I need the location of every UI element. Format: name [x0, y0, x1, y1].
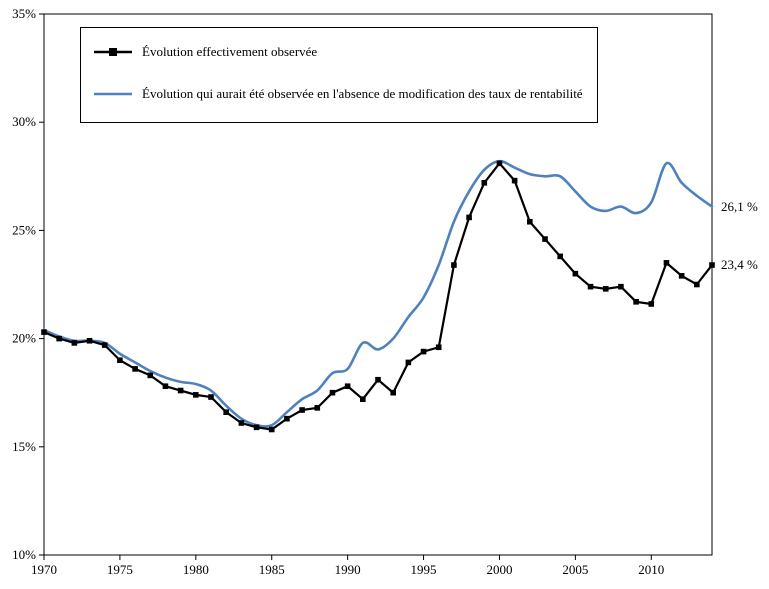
data-point-marker: [314, 405, 321, 411]
y-tick-label: 25%: [12, 222, 36, 237]
end-label-counterfactual: 26,1 %: [721, 198, 758, 214]
y-tick-label: 20%: [12, 331, 36, 346]
data-point-marker: [633, 299, 639, 305]
legend-item-observed: Évolution effectivement observée: [93, 44, 583, 60]
data-point-marker: [86, 337, 93, 344]
data-point-marker: [420, 348, 427, 355]
legend-label-counterfactual: Évolution qui aurait été observée en l'a…: [142, 86, 583, 101]
y-tick-label: 30%: [12, 114, 36, 129]
data-point-marker: [602, 286, 609, 292]
x-tick-label: 2000: [486, 562, 512, 577]
data-point-marker: [709, 262, 715, 268]
x-tick-label: 2010: [638, 562, 664, 577]
x-tick-label: 1970: [31, 562, 57, 577]
data-point-marker: [147, 372, 154, 379]
x-tick-label: 2005: [562, 562, 588, 577]
data-point-marker: [618, 283, 624, 290]
data-point-marker: [329, 389, 336, 396]
data-point-marker: [542, 236, 548, 242]
data-point-marker: [223, 409, 229, 415]
data-point-marker: [435, 344, 442, 351]
data-point-marker: [117, 357, 123, 364]
data-point-marker: [663, 260, 670, 266]
legend-box: Évolution effectivement observée Évoluti…: [80, 27, 598, 123]
data-point-marker: [193, 392, 199, 398]
data-point-marker: [299, 407, 305, 413]
data-point-marker: [41, 329, 47, 335]
data-point-marker: [101, 342, 108, 348]
plot-border: [43, 13, 713, 556]
data-point-marker: [648, 301, 655, 307]
data-point-marker: [284, 415, 290, 422]
y-tick-label: 35%: [12, 6, 36, 21]
data-point-marker: [481, 179, 488, 186]
legend-swatch-observed-line: [94, 48, 132, 56]
data-point-marker: [132, 366, 138, 372]
data-point-marker: [208, 394, 214, 400]
data-point-marker: [694, 281, 700, 288]
y-tick-label: 10%: [12, 547, 36, 562]
data-point-marker: [268, 426, 275, 433]
data-point-marker: [238, 420, 245, 426]
data-point-marker: [405, 359, 412, 366]
data-point-marker: [496, 160, 503, 167]
x-tick-label: 1995: [411, 562, 437, 577]
data-point-marker: [466, 214, 472, 221]
data-point-marker: [177, 387, 184, 394]
series-counterfactual-line: [42, 159, 714, 428]
legend-item-counterfactual: Évolution qui aurait été observée en l'a…: [93, 86, 583, 102]
data-point-marker: [344, 383, 351, 390]
legend-label-observed: Évolution effectivement observée: [142, 44, 318, 59]
end-label-observed: 23,4 %: [721, 257, 758, 273]
data-point-marker: [587, 283, 594, 290]
data-point-marker: [360, 396, 366, 402]
series-observed-line: [43, 161, 713, 431]
data-point-marker: [451, 262, 457, 268]
data-point-marker: [71, 340, 78, 346]
data-point-marker: [390, 389, 396, 396]
y-tick-label: 15%: [12, 439, 36, 454]
x-tick-label: 1980: [183, 562, 209, 577]
data-point-marker: [511, 177, 518, 184]
legend-swatch-counterfactual-line: [94, 92, 132, 96]
data-point-marker: [253, 424, 260, 431]
x-tick-label: 1975: [107, 562, 133, 577]
data-point-marker: [572, 270, 579, 277]
data-point-marker: [375, 376, 381, 383]
data-point-marker: [678, 273, 685, 279]
data-point-marker: [56, 335, 62, 342]
data-point-marker: [162, 383, 169, 390]
data-point-marker: [527, 218, 533, 225]
x-tick-label: 1990: [335, 562, 361, 577]
data-point-marker: [557, 253, 563, 260]
x-tick-label: 1985: [259, 562, 285, 577]
